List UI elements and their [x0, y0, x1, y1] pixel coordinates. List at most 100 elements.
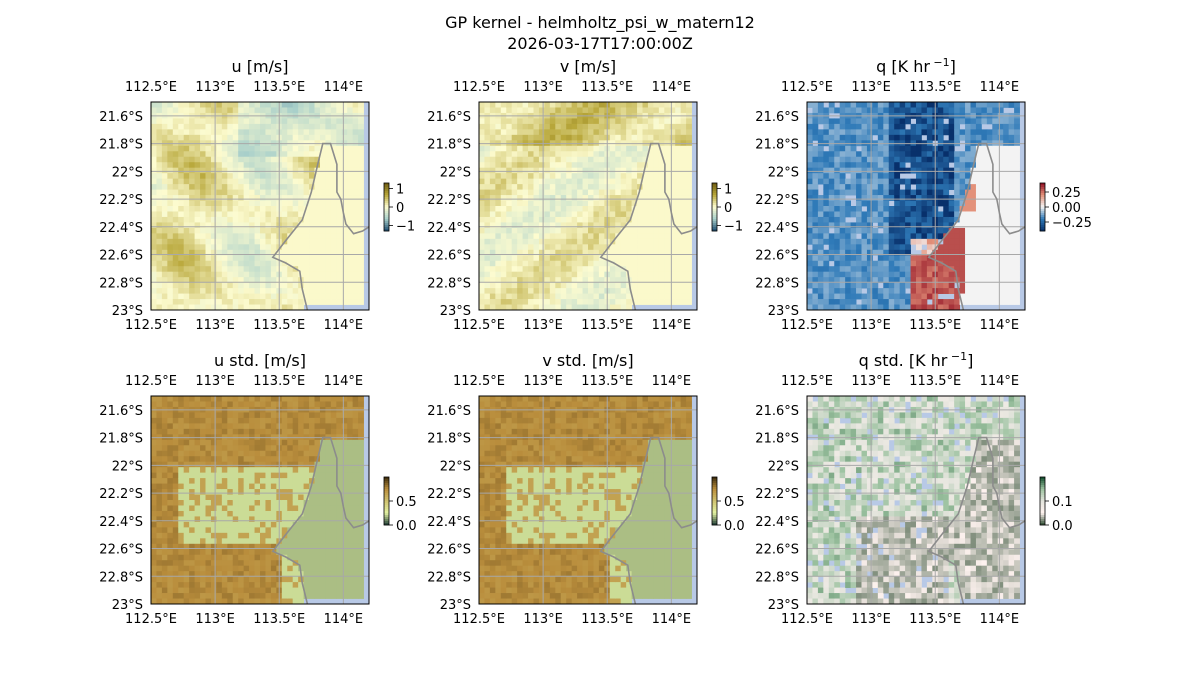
heatmap-cell — [823, 288, 830, 294]
heatmap-cell — [243, 299, 250, 305]
heatmap-cell — [500, 260, 507, 267]
heatmap-cell — [156, 461, 163, 468]
heatmap-cell — [626, 184, 632, 190]
heatmap-cell — [598, 162, 605, 169]
heatmap-cell — [807, 255, 813, 262]
colorbar-swatch — [1040, 223, 1045, 226]
heatmap-cell — [593, 277, 600, 284]
heatmap-cell — [888, 162, 895, 169]
heatmap-cell — [823, 206, 830, 212]
heatmap-cell — [243, 173, 250, 180]
heatmap-cell — [894, 299, 901, 305]
heatmap-cell — [205, 233, 212, 240]
heatmap-cell — [916, 107, 922, 114]
heatmap-cell — [210, 162, 217, 169]
heatmap-cell — [151, 560, 157, 567]
heatmap-cell — [172, 189, 179, 196]
heatmap-cell — [598, 123, 605, 130]
heatmap-cell — [336, 173, 343, 180]
heatmap-cell — [986, 238, 993, 245]
heatmap-cell — [200, 255, 206, 262]
heatmap-cell — [533, 189, 540, 196]
heatmap-cell — [620, 145, 627, 152]
heatmap-cell — [1014, 189, 1020, 196]
heatmap-cell — [189, 461, 195, 468]
heatmap-cell — [500, 271, 507, 278]
heatmap-cell — [500, 282, 507, 289]
heatmap-cell — [238, 178, 245, 185]
heatmap-cell — [965, 266, 971, 273]
heatmap-cell — [330, 293, 337, 300]
heatmap-cell — [856, 123, 862, 130]
heatmap-cell — [577, 266, 583, 273]
heatmap-cell — [959, 222, 966, 229]
heatmap-cell — [330, 222, 337, 229]
heatmap-cell — [888, 206, 895, 212]
heatmap-cell — [347, 216, 354, 223]
heatmap-cell — [877, 249, 884, 256]
heatmap-cell — [484, 277, 491, 284]
heatmap-cell — [210, 483, 217, 490]
heatmap-cell — [588, 266, 594, 273]
heatmap-cell — [544, 178, 551, 185]
panel-u: u [m/s]112.5°E112.5°E113°E113°E113.5°E11… — [99, 57, 415, 333]
heatmap-cell — [249, 123, 255, 130]
heatmap-cell — [506, 102, 513, 108]
heatmap-cell — [647, 129, 654, 136]
heatmap-cell — [965, 162, 971, 169]
heatmap-cell — [817, 227, 824, 234]
heatmap-cell — [178, 423, 185, 430]
heatmap-cell — [227, 156, 234, 163]
heatmap-cell — [506, 244, 513, 251]
heatmap-cell — [653, 134, 660, 141]
heatmap-cell — [555, 200, 562, 207]
heatmap-cell — [303, 238, 310, 245]
heatmap-cell — [330, 118, 337, 125]
heatmap-cell — [254, 211, 261, 218]
heatmap-cell — [549, 189, 556, 196]
heatmap-cell — [194, 282, 201, 289]
heatmap-cell — [549, 173, 556, 180]
heatmap-cell — [954, 189, 960, 196]
heatmap-cell — [200, 521, 206, 528]
heatmap-cell — [156, 238, 163, 245]
lat-tick-label: 22.8°S — [99, 276, 143, 291]
heatmap-cell — [637, 244, 643, 251]
heatmap-cell — [156, 554, 163, 561]
heatmap-cell — [200, 266, 206, 273]
heatmap-cell — [582, 145, 589, 152]
heatmap-cell — [200, 582, 206, 588]
heatmap-cell — [183, 560, 190, 567]
heatmap-cell — [954, 211, 960, 218]
heatmap-cell — [856, 206, 862, 212]
heatmap-cell — [227, 151, 234, 158]
heatmap-cell — [538, 271, 545, 278]
heatmap-cell — [959, 244, 966, 251]
heatmap-cell — [232, 167, 239, 174]
heatmap-cell — [910, 178, 917, 185]
heatmap-cell — [238, 304, 245, 311]
heatmap-cell — [626, 266, 632, 273]
heatmap-cell — [287, 206, 294, 212]
heatmap-cell — [161, 145, 168, 152]
heatmap-cell — [642, 151, 649, 158]
heatmap-cell — [894, 195, 901, 201]
heatmap-cell — [992, 244, 999, 251]
heatmap-cell — [823, 189, 830, 196]
heatmap-cell — [981, 255, 988, 262]
heatmap-cell — [812, 156, 819, 163]
heatmap-cell — [807, 167, 813, 174]
heatmap-cell — [834, 189, 841, 196]
heatmap-cell — [894, 238, 901, 245]
colorbar-swatch — [1040, 217, 1045, 220]
heatmap-cell — [506, 195, 513, 201]
heatmap-cell — [500, 129, 507, 136]
heatmap-cell — [352, 266, 359, 273]
heatmap-cell — [538, 233, 545, 240]
heatmap-cell — [872, 189, 879, 196]
heatmap-cell — [986, 162, 993, 169]
heatmap-cell — [866, 277, 873, 284]
heatmap-cell — [609, 299, 616, 305]
heatmap-cell — [675, 277, 682, 284]
heatmap-cell — [894, 107, 901, 114]
